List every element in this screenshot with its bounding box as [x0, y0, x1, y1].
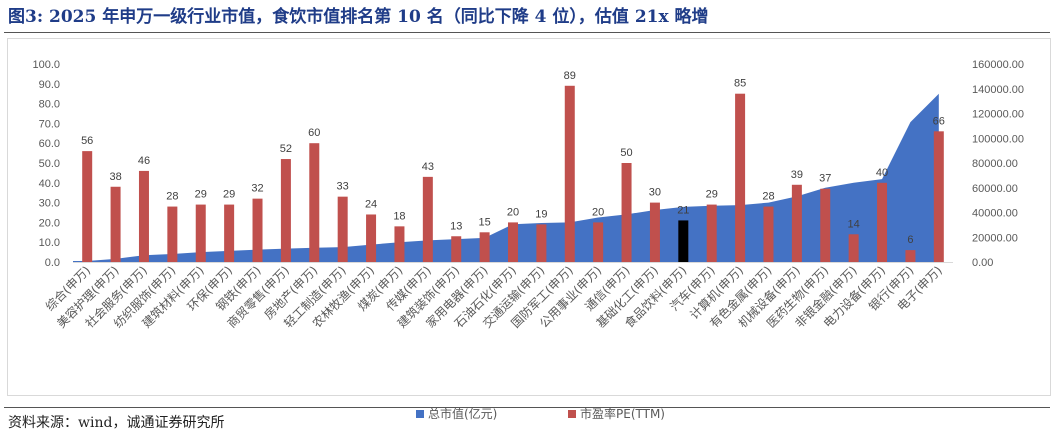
legend-swatch-pe	[568, 409, 576, 418]
y-right-tick-label: 20000.00	[972, 232, 1018, 244]
top-rule	[4, 32, 1050, 33]
bar-pe	[82, 151, 93, 262]
bar-value-label: 29	[706, 189, 718, 201]
bar-pe	[422, 176, 433, 262]
bar-value-label: 37	[819, 173, 831, 185]
bar-pe	[337, 196, 348, 262]
y-right-tick-label: 40000.00	[972, 208, 1018, 220]
bar-value-label: 89	[564, 70, 576, 82]
legend-label-market-cap: 总市值(亿元)	[428, 407, 498, 421]
bar-pe	[820, 188, 831, 262]
bar-value-label: 13	[450, 220, 462, 232]
y-left-tick-label: 30.0	[39, 198, 60, 210]
y-left-tick-label: 40.0	[39, 178, 60, 190]
legend-label-pe: 市盈率PE(TTM)	[580, 407, 665, 421]
bar-value-label: 33	[337, 181, 349, 193]
bar-pe	[706, 204, 717, 262]
bar-pe	[394, 226, 405, 262]
bar-value-label: 46	[138, 155, 150, 167]
bar-value-label: 15	[478, 216, 490, 228]
bar-pe	[621, 163, 632, 262]
y-right-tick-label: 80000.00	[972, 158, 1018, 170]
chart-container: 0.0 10.0 20.0 30.0 40.0 50.0 60.0 70.0 80.0 90.0 1…	[7, 38, 1051, 421]
bar-value-label: 60	[308, 127, 320, 139]
y-right-tick-label: 60000.00	[972, 183, 1018, 195]
bar-value-label: 39	[791, 169, 803, 181]
bar-pe	[479, 232, 490, 262]
bar-pe	[138, 170, 149, 262]
bar-value-label: 18	[393, 210, 405, 222]
bar-pe	[167, 206, 178, 262]
bar-value-label: 40	[876, 167, 888, 179]
bar-pe	[224, 204, 235, 262]
y-left-tick-label: 100.0	[32, 59, 60, 71]
bar-value-label: 50	[620, 147, 632, 159]
bar-value-label: 19	[535, 208, 547, 220]
bar-value-label: 30	[649, 187, 661, 199]
bar-pe	[508, 222, 518, 262]
bar-value-label: 21	[677, 204, 689, 216]
bar-value-label: 24	[365, 198, 377, 210]
bar-value-label: 32	[251, 183, 263, 195]
bar-value-label: 28	[762, 191, 774, 203]
bar-value-label: 38	[109, 171, 121, 183]
legend-item-market-cap: 总市值(亿元)	[416, 405, 497, 422]
chart-svg: 0.0 10.0 20.0 30.0 40.0 50.0 60.0 70.0 80.0 90.0 1…	[32, 59, 1024, 331]
y-left-tick-label: 0.0	[45, 257, 60, 269]
bar-value-label: 14	[848, 218, 860, 230]
bar-pe	[252, 198, 263, 262]
bar-pe	[309, 143, 320, 262]
bar-value-label: 66	[933, 115, 945, 127]
bar-pe	[791, 184, 802, 262]
y-right-tick-label: 160000.00	[972, 59, 1024, 71]
y-right-tick-label: 0.00	[972, 257, 993, 269]
y-right-tick-label: 100000.00	[972, 133, 1024, 145]
legend-item-pe: 市盈率PE(TTM)	[568, 405, 665, 422]
bar-value-label: 29	[195, 189, 207, 201]
bar-value-label: 52	[280, 143, 292, 155]
bar-pe	[195, 204, 206, 262]
bar-value-label: 20	[592, 206, 604, 218]
bar-value-label: 6	[907, 234, 913, 246]
bar-pe	[110, 186, 121, 262]
bar-pe	[451, 236, 462, 262]
area-total-market-cap	[73, 93, 939, 262]
y-left-tick-label: 20.0	[39, 217, 60, 229]
bar-pe	[649, 202, 660, 262]
y-left-tick-label: 60.0	[39, 138, 60, 150]
bar-pe	[763, 206, 774, 262]
legend-swatch-market-cap	[416, 409, 424, 418]
bar-pe-highlight	[678, 220, 689, 262]
y-left-tick-label: 10.0	[39, 237, 60, 249]
bar-pe	[877, 182, 888, 262]
bar-value-label: 29	[223, 189, 235, 201]
y-right-tick-label: 120000.00	[972, 109, 1024, 121]
bar-value-label: 28	[166, 191, 178, 203]
y-left-tick-label: 80.0	[39, 99, 60, 111]
y-left-tick-label: 50.0	[39, 158, 60, 170]
y-left-tick-label: 70.0	[39, 118, 60, 130]
bar-pe	[564, 85, 575, 262]
bar-pe	[593, 222, 604, 262]
bar-pe	[536, 224, 547, 262]
bar-value-label: 56	[81, 135, 93, 147]
bar-pe	[735, 93, 746, 262]
bar-pe	[848, 234, 859, 262]
bar-pe	[280, 159, 291, 262]
figure-title: 图3: 2025 年申万一级行业市值，食饮市值排名第 10 名（同比下降 4 位…	[8, 7, 709, 27]
bar-value-label: 43	[422, 161, 434, 173]
bar-pe	[366, 214, 377, 262]
bar-value-label: 20	[507, 206, 519, 218]
bar-value-label: 85	[734, 78, 746, 90]
source-note: 资料来源：wind，诚通证券研究所	[8, 415, 225, 431]
y-left-tick-label: 90.0	[39, 79, 60, 91]
bar-pe	[905, 250, 916, 262]
bottom-rule	[4, 407, 1050, 408]
bar-pe	[933, 131, 944, 262]
y-right-tick-label: 140000.00	[972, 84, 1024, 96]
